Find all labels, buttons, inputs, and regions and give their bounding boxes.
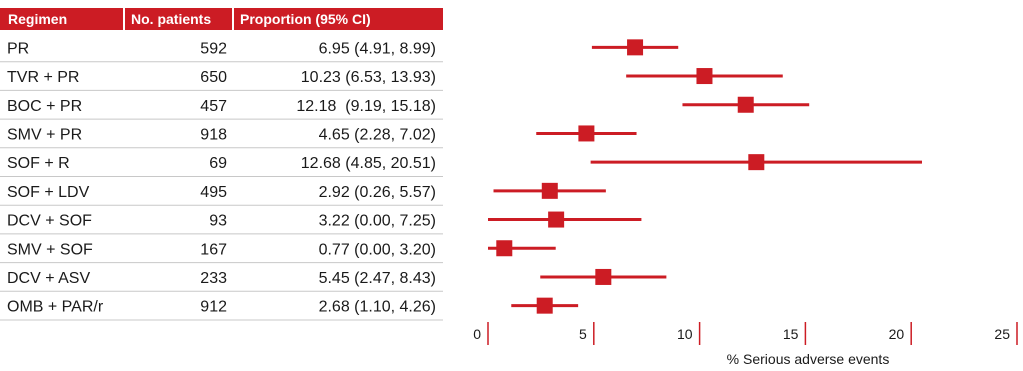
cell-patients: 69 [209, 155, 227, 172]
cell-patients: 93 [209, 213, 227, 230]
x-tick-label: 0 [473, 326, 481, 342]
point-estimate [737, 96, 754, 113]
cell-regimen: SOF + R [7, 155, 70, 172]
point-estimate [548, 211, 565, 228]
point-estimate [627, 39, 644, 56]
header-regimen-bg [0, 8, 123, 30]
cell-patients: 592 [200, 40, 227, 57]
cell-patients: 495 [200, 184, 227, 201]
point-estimate [748, 154, 765, 171]
cell-regimen: DCV + SOF [7, 213, 92, 230]
cell-proportion: 12.68 (4.85, 20.51) [301, 155, 436, 172]
point-estimate [595, 268, 612, 285]
header-regimen: Regimen [8, 11, 67, 27]
header-patients-bg [125, 8, 232, 30]
x-tick-label: 10 [677, 326, 693, 342]
point-estimate [496, 240, 513, 257]
cell-proportion: 6.95 (4.91, 8.99) [319, 40, 436, 57]
table-rows: PR 592 6.95 (4.91, 8.99) TVR + PR 650 10.23 (… [0, 40, 443, 321]
x-tick-label: 25 [994, 326, 1010, 342]
x-tick-label: 15 [783, 326, 799, 342]
cell-patients: 457 [200, 98, 227, 115]
cell-regimen: SMV + SOF [7, 241, 93, 258]
cell-patients: 912 [200, 299, 227, 316]
cell-patients: 233 [200, 270, 227, 287]
point-estimate [536, 297, 553, 314]
cell-patients: 167 [200, 241, 227, 258]
cell-proportion: 2.92 (0.26, 5.57) [319, 184, 436, 201]
x-tick-label: 5 [579, 326, 587, 342]
forest-marks [488, 39, 922, 314]
cell-regimen: BOC + PR [7, 98, 82, 115]
cell-proportion: 12.18 (9.19, 15.18) [296, 98, 436, 115]
cell-regimen: PR [7, 40, 29, 57]
point-estimate [696, 68, 713, 85]
header-proportion-bg [234, 8, 443, 30]
cell-regimen: SMV + PR [7, 126, 82, 143]
header-patients: No. patients [131, 11, 211, 27]
x-tick-label: 20 [889, 326, 905, 342]
cell-regimen: TVR + PR [7, 69, 79, 86]
cell-proportion: 4.65 (2.28, 7.02) [319, 126, 436, 143]
cell-proportion: 3.22 (0.00, 7.25) [319, 213, 436, 230]
cell-regimen: OMB + PAR/r [7, 299, 104, 316]
cell-regimen: DCV + ASV [7, 270, 90, 287]
point-estimate [578, 125, 595, 142]
cell-proportion: 0.77 (0.00, 3.20) [319, 241, 436, 258]
point-estimate [541, 182, 558, 199]
header-proportion: Proportion (95% CI) [240, 11, 371, 27]
cell-regimen: SOF + LDV [7, 184, 90, 201]
x-axis: 0 5 10 15 20 25 [473, 322, 1018, 345]
cell-proportion: 2.68 (1.10, 4.26) [319, 299, 436, 316]
cell-proportion: 10.23 (6.53, 13.93) [301, 69, 436, 86]
cell-patients: 918 [200, 126, 227, 143]
cell-patients: 650 [200, 69, 227, 86]
cell-proportion: 5.45 (2.47, 8.43) [319, 270, 436, 287]
x-axis-title: % Serious adverse events [727, 351, 890, 367]
